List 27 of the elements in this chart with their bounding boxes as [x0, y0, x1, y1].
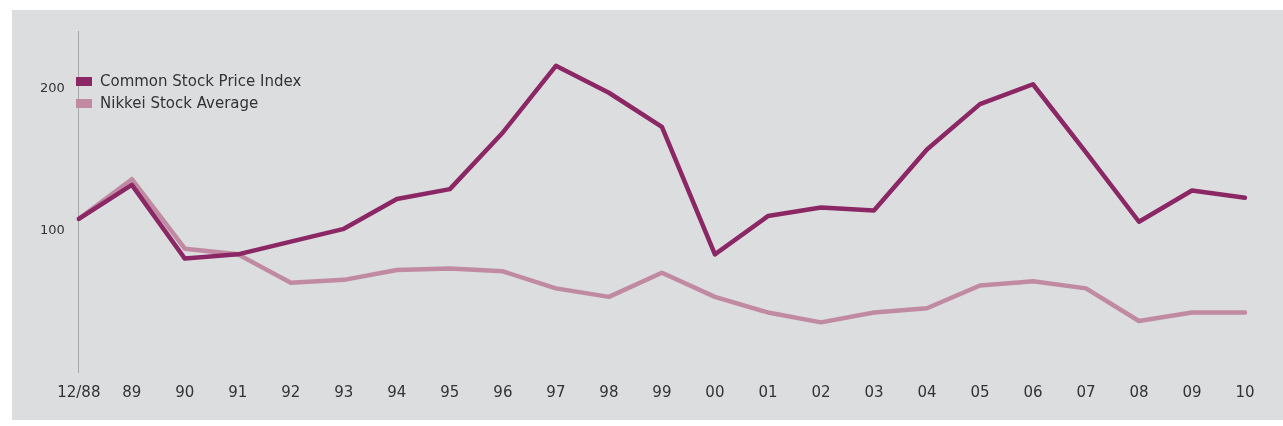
x-tick-label: 00	[705, 382, 725, 401]
x-tick-label: 12/88	[57, 382, 101, 401]
x-tick-label: 97	[546, 382, 566, 401]
x-tick-label: 89	[122, 382, 142, 401]
x-tick-label: 03	[864, 382, 884, 401]
x-tick-label: 90	[175, 382, 195, 401]
x-tick-label: 01	[758, 382, 778, 401]
x-tick-label: 06	[1023, 382, 1043, 401]
x-tick-label: 99	[652, 382, 672, 401]
x-tick-label: 08	[1129, 382, 1149, 401]
y-tick-label: 200	[39, 79, 65, 95]
x-tick-label: 02	[811, 382, 831, 401]
x-tick-label: 09	[1182, 382, 1202, 401]
x-tick-label: 10	[1235, 382, 1255, 401]
x-tick-label: 05	[970, 382, 990, 401]
x-tick-label: 96	[493, 382, 513, 401]
x-tick-label: 04	[917, 382, 937, 401]
x-tick-label: 07	[1076, 382, 1096, 401]
x-tick-label: 94	[387, 382, 407, 401]
legend-label: Nikkei Stock Average	[100, 94, 259, 112]
x-tick-label: 93	[334, 382, 354, 401]
x-tick-label: 91	[228, 382, 248, 401]
y-tick-label: 100	[39, 221, 65, 237]
x-tick-label: 95	[440, 382, 460, 401]
x-tick-label: 92	[281, 382, 301, 401]
x-tick-label: 98	[599, 382, 619, 401]
legend-label: Common Stock Price Index	[100, 72, 302, 90]
